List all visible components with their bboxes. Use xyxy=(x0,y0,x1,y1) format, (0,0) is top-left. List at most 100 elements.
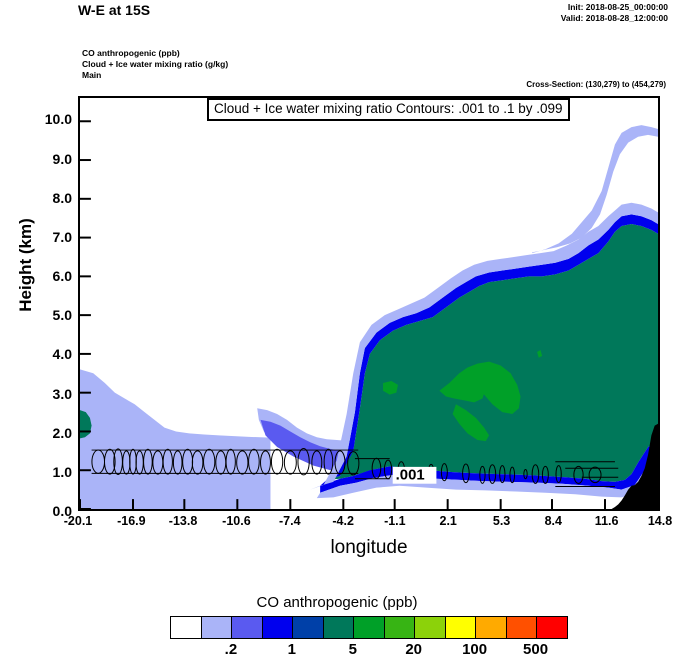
colorbar xyxy=(170,616,568,639)
contour-oval-39 xyxy=(555,465,562,484)
colorbar-tick-3: 20 xyxy=(405,641,423,658)
y-tick-label-1: 1.0 xyxy=(52,463,72,480)
cross-section-plot: .001 xyxy=(78,96,660,511)
colorbar-swatch-1 xyxy=(201,617,233,638)
cross-section-label: Cross-Section: (130,279) to (454,279) xyxy=(526,80,666,89)
contour-oval-25 xyxy=(371,457,382,479)
y-tick-label-9: 9.0 xyxy=(52,150,72,167)
colorbar-tick-2: 5 xyxy=(348,641,357,658)
contour-oval-18 xyxy=(270,448,284,475)
x-tick-label-4: -7.4 xyxy=(279,514,301,528)
colorbar-swatch-0 xyxy=(171,617,202,638)
shaded-region-west-light-blue-halo xyxy=(80,369,271,509)
contour-title-box: Cloud + Ice water mixing ratio Contours:… xyxy=(207,98,570,121)
colorbar-tick-5: 500 xyxy=(523,641,549,658)
contour-oval-17 xyxy=(260,450,271,475)
colorbar-swatch-6 xyxy=(354,617,385,638)
colorbar-swatch-3 xyxy=(262,617,294,638)
contour-oval-19 xyxy=(283,450,297,475)
y-tick-label-6: 6.0 xyxy=(52,268,72,285)
contour-oval-11 xyxy=(191,450,204,475)
contour-oval-30 xyxy=(440,463,448,482)
contour-oval-32 xyxy=(479,465,486,484)
contour-oval-37 xyxy=(531,464,540,484)
y-tick-label-4: 4.0 xyxy=(52,346,72,363)
colorbar-swatch-9 xyxy=(445,617,477,638)
y-tick-label-5: 5.0 xyxy=(52,307,72,324)
contour-oval-31 xyxy=(462,463,470,484)
colorbar-tick-0: .2 xyxy=(224,641,238,658)
x-axis-title: longitude xyxy=(330,537,408,558)
page-title: W-E at 15S xyxy=(78,2,151,18)
valid-time-label: Valid: 2018-08-28_12:00:00 xyxy=(560,13,668,23)
y-tick-label-8: 8.0 xyxy=(52,189,72,206)
shaded-region-terrain-mask xyxy=(611,423,658,509)
plot-canvas: .001 xyxy=(80,120,658,509)
contour-oval-8 xyxy=(162,448,173,475)
contour-oval-41 xyxy=(588,466,602,484)
colorbar-tick-labels: .2 1 5 20 100 500 xyxy=(170,641,568,663)
x-tick-label-2: -13.8 xyxy=(168,514,198,528)
y-tick-label-0: 0.0 xyxy=(52,503,72,519)
contour-oval-9 xyxy=(172,450,183,475)
contour-oval-26 xyxy=(383,459,393,480)
variable-contour-label: Cloud + Ice water mixing ratio (g/kg) xyxy=(82,59,229,69)
colorbar-swatch-2 xyxy=(232,617,263,638)
axis-tick-marks-layer xyxy=(80,120,658,509)
y-tick-label-7: 7.0 xyxy=(52,228,72,245)
contour-oval-6 xyxy=(143,448,153,475)
contour-oval-1 xyxy=(104,448,116,475)
contour-oval-16 xyxy=(248,448,260,475)
y-axis-tick-labels: 0.0 1.0 2.0 3.0 4.0 5.0 6.0 7.0 8.0 9.0 10.0 xyxy=(8,96,72,519)
variable-description-block: CO anthropogenic (ppb) Cloud + Ice water… xyxy=(82,48,228,81)
shaded-region-small-green-blob-left xyxy=(383,381,398,395)
x-tick-label-11: 14.8 xyxy=(647,514,673,528)
x-tick-label-9: 8.4 xyxy=(544,514,562,528)
contour-oval-35 xyxy=(509,466,516,484)
variable-shaded-label: CO anthropogenic (ppb) xyxy=(82,48,180,58)
contour-label-backdrop xyxy=(392,466,437,484)
x-tick-label-3: -10.6 xyxy=(222,514,251,528)
contour-oval-24 xyxy=(347,451,360,476)
x-axis-tick-labels: -20.1 -16.9 -13.8 -10.6 -7.4 -4.2 -1.1 2.1 5.3 8.… xyxy=(64,514,672,534)
contour-oval-23 xyxy=(334,450,346,475)
contour-oval-36 xyxy=(523,468,528,480)
contour-oval-12 xyxy=(203,448,216,475)
contour-oval-14 xyxy=(225,448,236,475)
shaded-region-main-plume-blue-lower-edge xyxy=(320,441,658,493)
colorbar-swatch-5 xyxy=(323,617,355,638)
colorbar-swatch-7 xyxy=(384,617,416,638)
colorbar-swatch-12 xyxy=(537,617,567,638)
x-tick-label-6: -1.1 xyxy=(384,514,406,528)
x-tick-label-0: -20.1 xyxy=(63,514,93,528)
y-tick-label-10: 10.0 xyxy=(44,111,72,128)
colorbar-tick-1: 1 xyxy=(287,641,297,658)
y-tick-label-2: 2.0 xyxy=(52,424,72,441)
x-tick-label-1: -16.9 xyxy=(117,514,146,528)
contour-oval-20 xyxy=(297,448,310,476)
colorbar-title: CO anthropogenic (ppb) xyxy=(256,594,418,611)
contour-oval-33 xyxy=(488,464,497,484)
x-tick-label-10: 11.6 xyxy=(594,514,619,528)
y-axis-title: Height (km) xyxy=(16,218,35,312)
init-time-label: Init: 2018-08-25_00:00:00 xyxy=(567,2,668,12)
colorbar-swatch-4 xyxy=(293,617,324,638)
variable-domain-label: Main xyxy=(82,70,102,80)
init-valid-block: Init: 2018-08-25_00:00:00 Valid: 2018-08… xyxy=(561,2,668,24)
colorbar-swatch-8 xyxy=(415,617,446,638)
colorbar-swatch-10 xyxy=(476,617,507,638)
shaded-region-upper-plume-bright-green-1 xyxy=(439,367,486,403)
contour-oval-22 xyxy=(323,448,334,475)
y-tick-label-3: 3.0 xyxy=(52,385,72,402)
colorbar-tick-4: 100 xyxy=(462,641,488,658)
contour-oval-15 xyxy=(236,450,249,475)
shaded-region-small-green-speck xyxy=(537,350,543,358)
shaded-regions-layer xyxy=(80,125,658,509)
contour-inline-label: .001 xyxy=(396,468,425,484)
x-tick-label-7: 2.1 xyxy=(439,514,457,528)
shaded-region-main-plume-teal-core xyxy=(326,224,658,482)
shaded-region-upper-plume-bright-green-2 xyxy=(467,361,521,415)
shaded-region-upper-plume-bright-green-3 xyxy=(452,404,490,442)
contour-oval-40 xyxy=(573,465,584,484)
contour-oval-21 xyxy=(311,450,323,475)
